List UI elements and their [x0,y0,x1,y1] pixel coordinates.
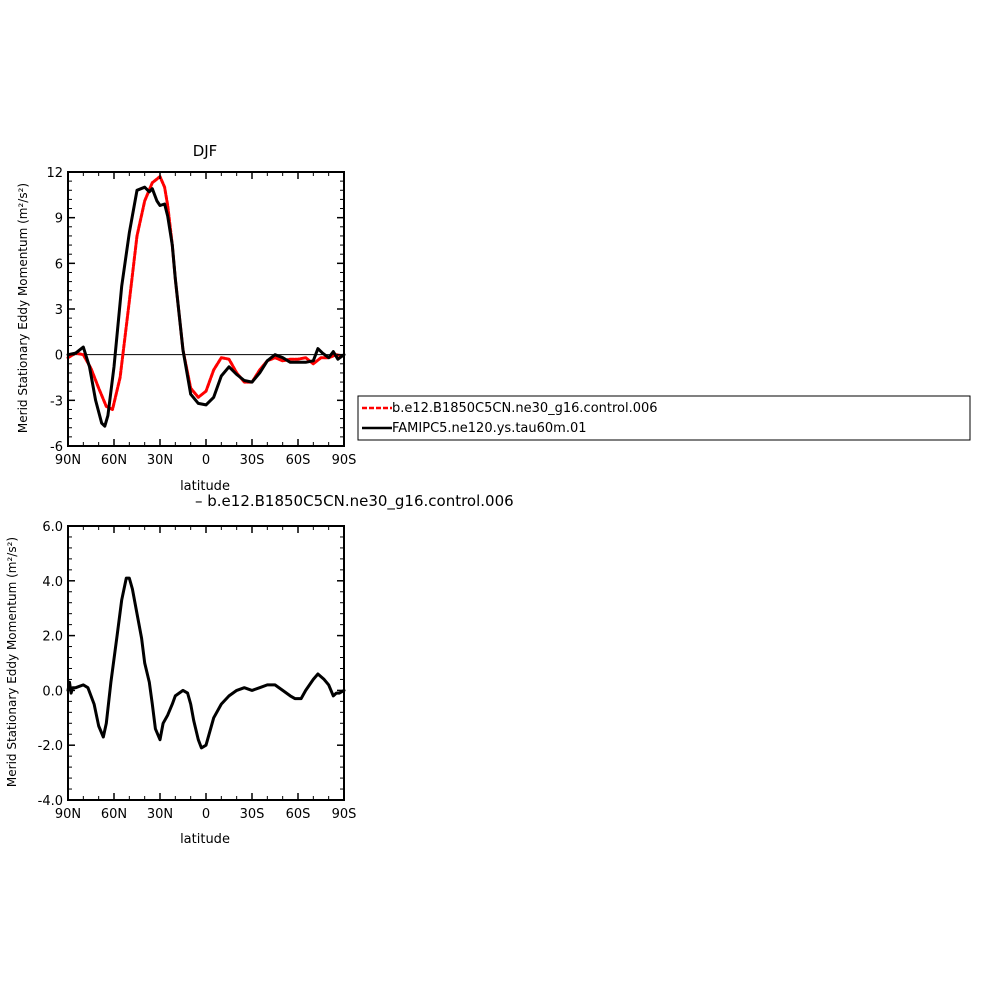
series-line-0 [66,576,346,750]
x-tick-label: 90S [332,807,357,822]
y-tick-label: -2.0 [38,739,63,754]
x-tick-label: 60N [101,453,127,468]
y-tick-label: -6 [50,440,63,455]
x-tick-label: 60N [101,807,127,822]
y-tick-label: 12 [46,166,63,181]
x-tick-label: 30N [147,807,173,822]
y-tick-label: 9 [55,212,63,227]
y-tick-label: -4.0 [38,794,63,809]
x-tick-label: 30N [147,453,173,468]
x-tick-label: 30S [240,807,265,822]
chart-title: DJF [193,142,218,160]
y-tick-label: 0.0 [42,684,63,699]
series-line-1 [66,185,346,428]
x-axis-label: latitude [180,479,230,494]
x-tick-label: 0 [202,807,210,822]
legend-label-model: b.e12.B1850C5CN.ne30_g16.control.006 [392,401,658,416]
x-tick-label: 90S [332,453,357,468]
panel-difference: – b.e12.B1850C5CN.ne30_g16.control.006 M… [5,492,514,847]
y-tick-label: 0 [55,349,63,364]
x-tick-label: 60S [286,807,311,822]
x-tick-label: 30S [240,453,265,468]
x-tick-label: 0 [202,453,210,468]
plot-frame [67,525,345,801]
x-tick-label: 90N [55,453,81,468]
legend: b.e12.B1850C5CN.ne30_g16.control.006 FAM… [357,395,971,441]
y-tick-label: 4.0 [42,575,63,590]
panel-djf: DJF Merid Stationary Eddy Momentum (m²/s… [16,142,356,494]
legend-box [357,395,971,441]
y-tick-label: 6 [55,257,63,272]
y-tick-label: 3 [55,303,63,318]
y-tick-label: 6.0 [42,520,63,535]
y-axis-label: Merid Stationary Eddy Momentum (m²/s²) [5,537,19,787]
y-axis-label: Merid Stationary Eddy Momentum (m²/s²) [16,183,30,433]
y-tick-label: 2.0 [42,630,63,645]
x-tick-label: 60S [286,453,311,468]
y-tick-label: -3 [50,394,63,409]
x-axis-label: latitude [180,832,230,847]
series-line-0 [66,175,346,411]
legend-label-reference: FAMIPC5.ne120.ys.tau60m.01 [392,421,587,436]
chart-title: – b.e12.B1850C5CN.ne30_g16.control.006 [195,492,514,511]
x-tick-label: 90N [55,807,81,822]
